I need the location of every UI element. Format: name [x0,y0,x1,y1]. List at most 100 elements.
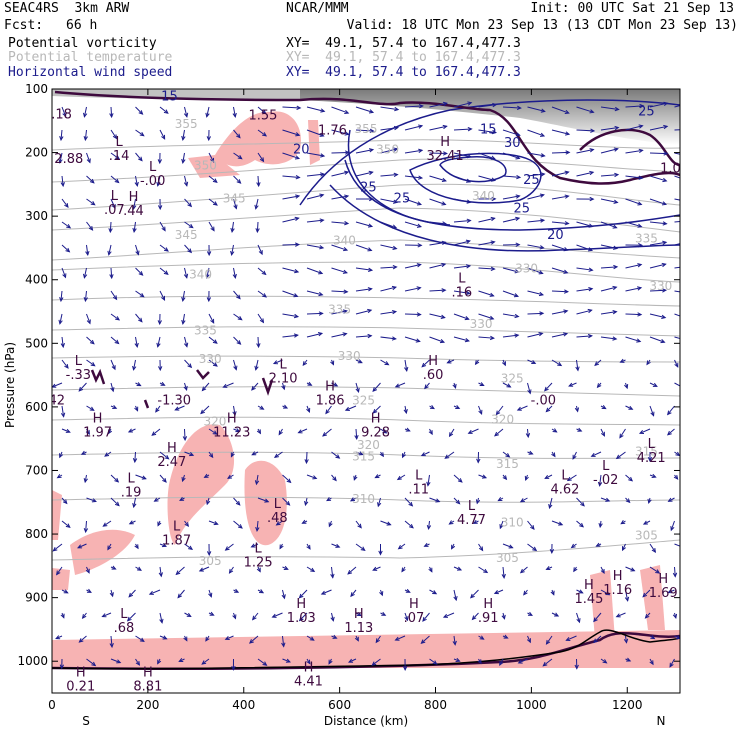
wind-arrow-head [189,452,195,457]
wind-arrow-head [513,293,520,298]
wind-arrow-head [572,454,577,460]
wind-arrow-head [540,172,546,177]
wind-arrow [576,171,594,177]
wind-arrow [233,175,241,184]
wind-arrow-head [349,497,355,502]
wind-speed-label: 25 [523,173,540,188]
wind-arrow-head [90,362,96,367]
wind-arrow [175,405,185,411]
pv-shade [590,570,615,640]
wind-contour [347,129,451,226]
wind-arrow-head [532,546,538,552]
wind-arrow-head [490,216,496,222]
wind-arrow-head [479,382,485,387]
wind-arrow-head [304,459,309,465]
wind-arrow-head [620,520,626,525]
wind-arrow [184,221,194,229]
wind-arrow-head [357,523,362,529]
wind-arrow [84,129,87,140]
wind-arrow-head [112,134,118,140]
wind-arrow [345,405,357,411]
wind-arrow-head [205,112,210,118]
wind-arrow-head [527,389,532,395]
wind-arrow-head [492,102,498,108]
wind-arrow-head [89,178,95,184]
wind-arrow-head [367,308,373,314]
wind-arrow [404,221,422,228]
wind-arrow-head [442,124,448,130]
wind-arrow-head [372,387,378,392]
wind-arrow-head [685,316,689,319]
wind-contour [409,152,542,204]
wind-arrow [86,198,95,206]
wind-arrow-head [637,263,643,268]
wind-arrow-head [540,153,546,158]
wind-arrow [182,152,185,163]
wind-arrow [591,451,602,457]
wind-arrow-head [132,204,137,210]
wind-arrow-head [489,292,495,297]
wind-arrow [380,428,387,434]
wind-arrow-head [637,312,643,317]
wind-arrow [546,635,553,645]
wind-arrow [282,313,298,318]
wind-arrow-head [55,635,61,640]
wind-arrow-head [442,221,448,226]
wind-arrow [110,198,116,209]
wind-arrow-head [139,292,145,298]
wind-arrow-head [574,664,579,670]
wind-arrow-head [181,319,186,325]
wind-arrow-head [663,124,669,130]
wind-arrow [135,474,146,480]
wind-arrow-head [251,451,257,456]
wind-arrow-head [58,319,63,325]
wind-arrow-head [317,332,324,337]
wind-arrow [331,333,347,338]
wind-arrow [453,589,457,601]
theta-label: 350 [376,142,399,156]
wind-arrow [135,244,139,255]
wind-arrow [257,244,263,255]
wind-arrow [478,104,497,108]
wind-arrow-head [579,522,584,528]
wind-arrow [273,359,283,365]
wind-arrow-head [531,360,537,365]
wind-arrow-head [669,662,674,668]
wind-arrow [159,221,166,231]
wind-arrow-head [649,660,654,666]
wind-arrow [223,382,234,388]
wind-arrow [208,359,218,367]
wind-arrow-head [271,613,277,618]
wind-arrow-head [157,205,163,211]
wind-arrow [104,451,112,457]
wind-arrow-head [187,248,193,254]
wind-arrow-head [647,498,652,504]
wind-arrow [478,543,484,551]
wind-arrow-head [59,136,64,142]
wind-arrow-head [344,170,350,175]
theta-label: 340 [333,233,356,247]
wind-arrow [110,474,119,483]
wind-arrow [257,658,267,666]
wind-arrow-head [644,613,650,619]
wind-arrow [674,243,680,246]
wind-arrow-head [132,227,137,234]
pv-extremum-value: 1.0 [660,161,681,176]
wind-arrow-head [638,148,644,154]
wind-arrow [502,217,520,223]
wind-arrow [380,336,396,340]
wind-arrow-head [111,565,117,570]
wind-arrow-head [381,611,387,616]
wind-arrow [404,359,408,371]
wind-arrow-head [600,431,605,437]
wind-arrow-head [212,362,218,367]
wind-arrow-head [272,360,279,365]
wind-arrow [184,543,193,550]
wind-arrow-head [428,430,433,436]
wind-arrow-head [367,247,373,252]
wind-arrow-head [293,293,299,298]
wind-arrow-head [442,613,448,618]
wind-arrow-head [575,366,580,372]
wind-arrow-head [206,500,211,506]
